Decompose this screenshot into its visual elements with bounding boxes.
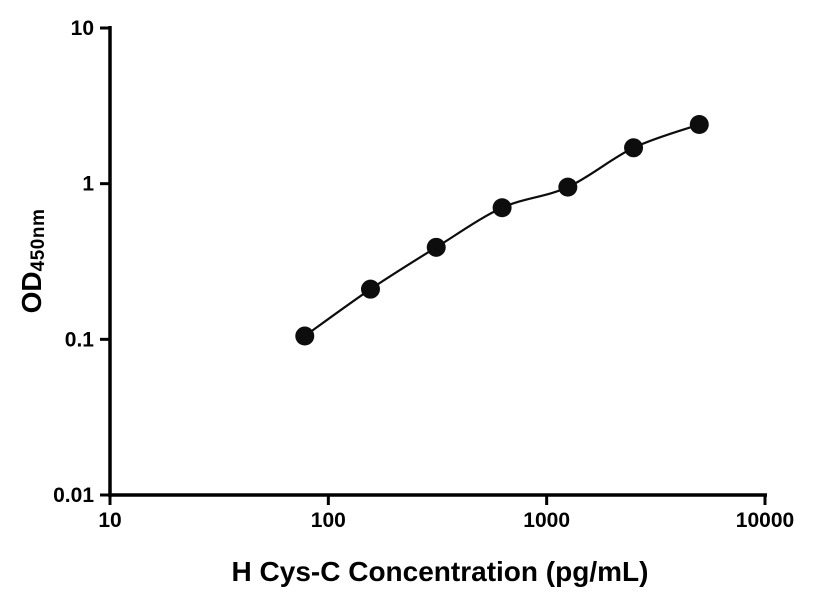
x-tick-label: 10000 [736, 509, 794, 532]
data-point [295, 326, 315, 346]
y-axis-title: OD450nm [16, 208, 49, 314]
data-point [426, 237, 446, 257]
data-point [558, 177, 578, 197]
series-line [304, 123, 700, 337]
y-tick-label: 1 [82, 173, 94, 196]
y-axis-title-subscript: 450nm [28, 208, 49, 272]
y-axis-title-main: OD [16, 271, 47, 314]
data-point [360, 279, 380, 299]
data-point [492, 198, 512, 218]
x-tick-label: 10 [98, 509, 121, 532]
data-point [689, 114, 709, 134]
y-tick-label: 0.01 [53, 484, 94, 507]
data-point [624, 138, 644, 158]
x-axis-title: H Cys-C Concentration (pg/mL) [231, 556, 649, 587]
y-tick-label: 0.1 [65, 328, 95, 351]
x-tick-label: 100 [311, 509, 346, 532]
y-tick-label: 10 [71, 17, 94, 40]
x-tick-label: 1000 [523, 509, 570, 532]
